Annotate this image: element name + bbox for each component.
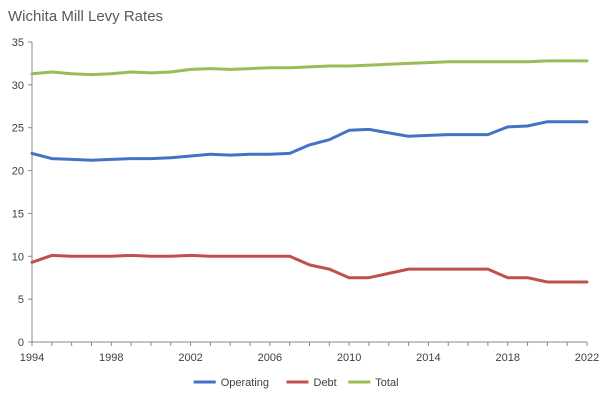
x-tick-label: 2014 <box>416 352 440 364</box>
y-tick-label: 5 <box>18 294 24 306</box>
series-line-total <box>30 59 589 77</box>
y-tick-label: 15 <box>12 208 24 220</box>
chart-title: Wichita Mill Levy Rates <box>8 8 164 25</box>
x-tick-label: 2002 <box>178 352 202 364</box>
legend-label: Operating <box>221 377 269 389</box>
legend: Operating Debt Total <box>193 377 399 389</box>
y-tick-label: 35 <box>12 37 24 49</box>
x-tick-label: 1994 <box>20 352 44 364</box>
series-line-debt <box>30 253 589 284</box>
series-line-operating <box>30 120 589 162</box>
x-tick-label: 2010 <box>337 352 361 364</box>
y-tick-label: 20 <box>12 166 24 178</box>
x-tick-label: 2018 <box>495 352 519 364</box>
x-tick-label: 2006 <box>258 352 282 364</box>
y-tick-label: 25 <box>12 123 24 135</box>
y-tick-label: 0 <box>18 337 24 349</box>
axes: 0 5 10 15 20 25 30 35 1994 1998 2002 2006 2010 2014 20… <box>12 37 599 364</box>
legend-label: Debt <box>314 377 337 389</box>
legend-label: Total <box>375 377 398 389</box>
x-tick-label: 1998 <box>99 352 123 364</box>
x-tick-label: 2022 <box>575 352 599 364</box>
y-tick-label: 10 <box>12 251 24 263</box>
series-lines <box>30 59 589 284</box>
y-tick-label: 30 <box>12 80 24 92</box>
